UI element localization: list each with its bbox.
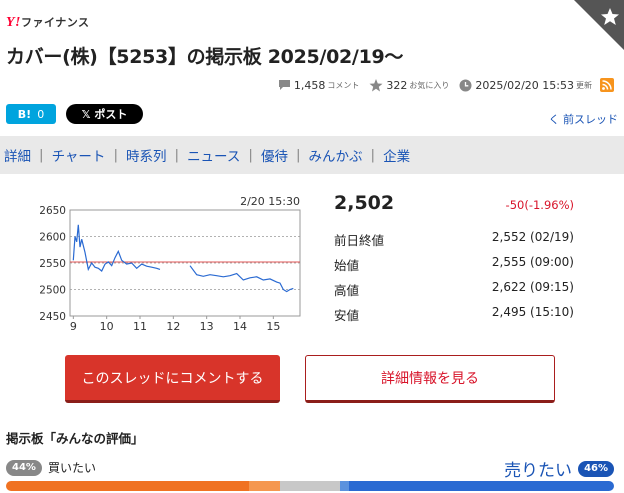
buy-label: 買いたい [47, 461, 96, 475]
view-details-button[interactable]: 詳細情報を見る [305, 355, 555, 403]
price-line-afternoon [189, 265, 294, 293]
rating-bar-segment [249, 481, 280, 491]
x-tick-label: 10 [100, 320, 114, 333]
rating-bar-segment [340, 481, 350, 491]
sell-percent-badge: 46% [578, 460, 614, 477]
nav-separator: | [248, 147, 253, 163]
quote-row-value: 2,555 (09:00) [491, 255, 574, 269]
x-post-button[interactable]: 𝕏 ポスト [66, 104, 143, 124]
quote-row-value: 2,552 (02/19) [491, 230, 574, 244]
rating-bar-segment [279, 481, 341, 491]
favorite-count-label: お気に入り [409, 80, 450, 90]
quote-row-label: 前日終値 [334, 233, 385, 248]
favorite-corner-button[interactable] [574, 0, 624, 50]
star-icon [369, 78, 383, 91]
y-tick-label: 2600 [39, 232, 66, 244]
nav-separator: | [39, 147, 44, 163]
chart-svg: 2650 2600 2550 2500 2450 9 10 11 12 13 14 15 2/20 15… [39, 195, 301, 333]
updated-label: 更新 [576, 80, 592, 90]
rss-icon[interactable] [600, 78, 614, 92]
hatena-icon: B! [17, 107, 32, 121]
x-tick-label: 12 [166, 320, 180, 333]
y-tick-label: 2650 [39, 205, 66, 217]
x-tick-label: 9 [70, 320, 77, 333]
current-price: 2,502 [334, 192, 395, 214]
nav-separator: | [113, 147, 118, 163]
chart-timestamp: 2/20 15:30 [240, 195, 300, 208]
comment-count: 1,458 [293, 78, 326, 92]
y-tick-label: 2550 [39, 258, 66, 270]
quote-row-label: 始値 [334, 258, 360, 273]
nav-separator: | [174, 147, 180, 163]
share-buttons: B! 0 𝕏 ポスト [6, 104, 143, 124]
sell-rating: 売りたい 46% [504, 456, 614, 481]
star-icon [601, 8, 619, 25]
clock-icon [459, 79, 472, 91]
yahoo-finance-logo[interactable]: Y!ファイナンス [6, 14, 90, 31]
buy-percent-badge: 44% [6, 459, 42, 476]
comment-icon [278, 80, 290, 90]
logo-mark: Y! [6, 15, 21, 30]
buy-rating: 44% 買いたい [6, 459, 96, 476]
nav-tab-5[interactable]: みんかぶ [308, 149, 363, 165]
quote-row-label: 安値 [334, 308, 360, 323]
nav-separator: | [295, 147, 301, 163]
nav-tab-3[interactable]: ニュース [187, 149, 241, 165]
x-tick-label: 15 [266, 320, 280, 333]
price-line-morning [72, 224, 161, 272]
y-tick-label: 2450 [39, 311, 66, 323]
y-tick-label: 2500 [39, 285, 66, 297]
comment-count-label: コメント [327, 80, 360, 90]
previous-thread-link[interactable]: く 前スレッド [548, 113, 619, 126]
stock-nav: 詳細 | チャート | 時系列 | ニュース | 優待 | みんかぶ | 企業 [0, 136, 624, 174]
nav-tab-0[interactable]: 詳細 [4, 149, 31, 165]
quote-row-label: 高値 [334, 283, 360, 298]
rating-bar [6, 481, 614, 491]
chart-frame [69, 209, 301, 317]
rating-section-title: 掲示板「みんなの評価」 [6, 431, 144, 446]
hatena-count: 0 [37, 107, 45, 121]
thread-meta: 1,458 コメント 322 お気に入り 2025/02/20 15:53 更新 [268, 78, 614, 92]
favorite-count: 322 [386, 78, 408, 92]
sell-label: 売りたい [504, 461, 573, 481]
hatena-bookmark-button[interactable]: B! 0 [6, 104, 56, 124]
nav-tab-6[interactable]: 企業 [383, 149, 411, 165]
quote-row-value: 2,495 (15:10) [491, 305, 574, 319]
rating-bar-segment [6, 481, 250, 491]
updated-time: 2025/02/20 15:53 [475, 78, 574, 92]
x-tick-label: 14 [233, 320, 247, 333]
quote-row-value: 2,622 (09:15) [491, 280, 574, 294]
nav-tab-2[interactable]: 時系列 [126, 149, 167, 165]
intraday-chart: 2650 2600 2550 2500 2450 9 10 11 12 13 14 15 2/20 15… [30, 190, 310, 340]
nav-tab-4[interactable]: 優待 [260, 149, 288, 165]
nav-separator: | [370, 147, 376, 163]
logo-text: ファイナンス [21, 16, 90, 29]
nav-tab-1[interactable]: チャート [51, 149, 106, 165]
x-tick-label: 11 [133, 320, 147, 333]
post-comment-button[interactable]: このスレッドにコメントする [65, 355, 280, 403]
price-change: -50(-1.96%) [505, 198, 574, 212]
x-tick-label: 13 [200, 320, 214, 333]
rating-bar-segment [349, 481, 614, 491]
page-title: カバー(株)【5253】の掲示板 2025/02/19〜 [6, 46, 404, 68]
